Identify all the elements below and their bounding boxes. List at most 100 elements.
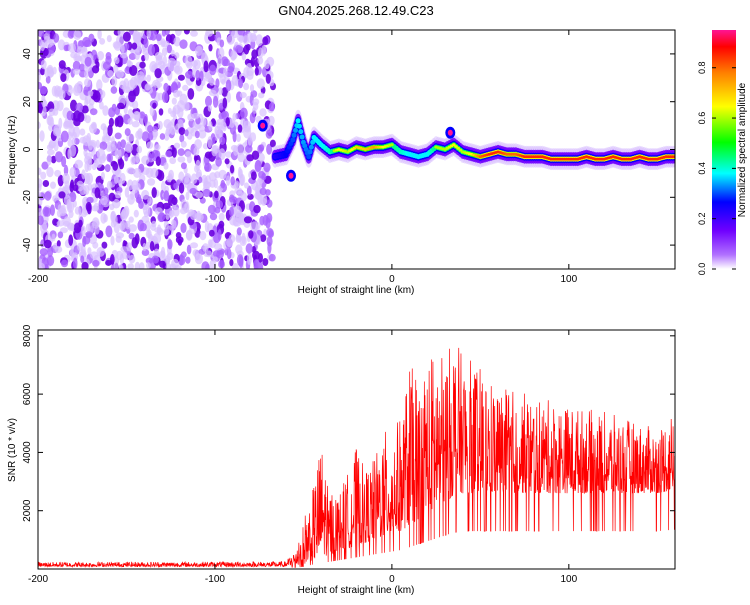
noise-speckle (182, 84, 189, 91)
noise-speckle (268, 102, 275, 112)
noise-speckle (179, 134, 185, 143)
noise-speckle (104, 164, 111, 173)
noise-speckle (163, 228, 170, 236)
noise-speckle (169, 157, 177, 165)
noise-speckle (103, 135, 112, 143)
ridge-core (306, 154, 312, 160)
noise-speckle (105, 52, 112, 60)
noise-speckle (203, 181, 212, 189)
noise-speckle (175, 30, 182, 37)
noise-speckle (241, 51, 246, 61)
noise-speckle (161, 91, 169, 103)
noise-speckle (226, 248, 232, 260)
noise-speckle (149, 241, 155, 252)
isolated-blob-core (288, 172, 294, 179)
noise-speckle (147, 178, 156, 186)
noise-speckle (247, 31, 253, 43)
noise-speckle (199, 230, 207, 241)
noise-speckle (141, 131, 150, 142)
noise-speckle (195, 45, 203, 57)
noise-speckle (170, 49, 175, 57)
y-tick-label: 20 (22, 96, 33, 108)
spectrogram-y-ticks: -40 -20 0 20 40 (22, 48, 675, 252)
noise-speckle (171, 196, 178, 206)
noise-speckle (46, 115, 52, 126)
noise-speckle (160, 38, 166, 48)
noise-speckle (99, 183, 104, 193)
noise-speckle (93, 159, 99, 168)
snr-marks (38, 347, 675, 569)
noise-speckle (68, 43, 76, 53)
noise-speckle (137, 128, 143, 139)
noise-speckle (101, 241, 108, 249)
y-tick-label: 8000 (22, 324, 33, 347)
noise-speckle (83, 148, 88, 157)
noise-speckle (224, 158, 230, 165)
noise-speckle (149, 106, 155, 117)
noise-speckle (218, 260, 225, 269)
colorbar-tick-label: 0.0 (697, 263, 707, 276)
noise-speckle (158, 108, 164, 116)
isolated-blob-core (260, 122, 266, 129)
spectrogram-marks (38, 30, 675, 269)
noise-speckle (161, 47, 168, 57)
noise-speckle (62, 172, 70, 185)
ridge-core (299, 134, 305, 140)
noise-speckle (238, 78, 244, 89)
noise-speckle (258, 92, 265, 99)
noise-speckle (183, 176, 191, 189)
noise-speckle (75, 102, 84, 113)
noise-speckle (209, 212, 218, 221)
noise-speckle (225, 117, 230, 127)
noise-speckle (114, 132, 122, 140)
noise-speckle (221, 78, 226, 85)
noise-speckle (133, 209, 139, 218)
noise-speckle (246, 185, 252, 196)
noise-speckle (148, 130, 154, 141)
noise-speckle (89, 123, 97, 134)
noise-speckle (126, 60, 133, 68)
noise-speckle (62, 220, 71, 227)
noise-speckle (171, 81, 178, 93)
noise-speckle (185, 191, 190, 201)
noise-speckle (186, 62, 193, 69)
noise-speckle (216, 122, 223, 131)
noise-speckle (84, 155, 92, 165)
noise-speckle (81, 169, 86, 180)
noise-speckle (128, 254, 136, 264)
x-tick-label: 0 (389, 274, 395, 285)
noise-speckle (258, 144, 264, 152)
noise-speckle (46, 64, 54, 74)
noise-speckle (225, 151, 233, 158)
noise-speckle (146, 262, 151, 269)
noise-speckle (114, 56, 120, 65)
noise-speckle (54, 245, 63, 254)
noise-speckle (226, 34, 235, 45)
noise-speckle (177, 148, 185, 157)
noise-speckle (189, 209, 197, 221)
noise-speckle (131, 237, 139, 249)
noise-speckle (134, 49, 140, 61)
ridge-peak (390, 143, 394, 147)
noise-speckle (207, 204, 216, 214)
noise-speckle (229, 194, 235, 203)
noise-speckle (92, 90, 101, 103)
ridge-core (310, 139, 316, 145)
noise-speckle (78, 40, 84, 48)
noise-speckle (61, 156, 67, 168)
noise-speckle (131, 121, 140, 128)
noise-speckle (243, 216, 253, 224)
noise-speckle (230, 49, 237, 61)
noise-speckle (257, 56, 264, 65)
ridge-peak (452, 143, 456, 147)
noise-speckle (180, 199, 187, 211)
noise-speckle (54, 169, 61, 177)
y-tick-label: 0 (22, 146, 33, 152)
noise-speckle (86, 196, 94, 204)
noise-speckle (167, 121, 174, 131)
noise-speckle (134, 74, 140, 86)
noise-speckle (167, 107, 172, 114)
noise-speckle (116, 70, 124, 78)
noise-speckle (40, 171, 47, 180)
noise-speckle (265, 73, 271, 84)
